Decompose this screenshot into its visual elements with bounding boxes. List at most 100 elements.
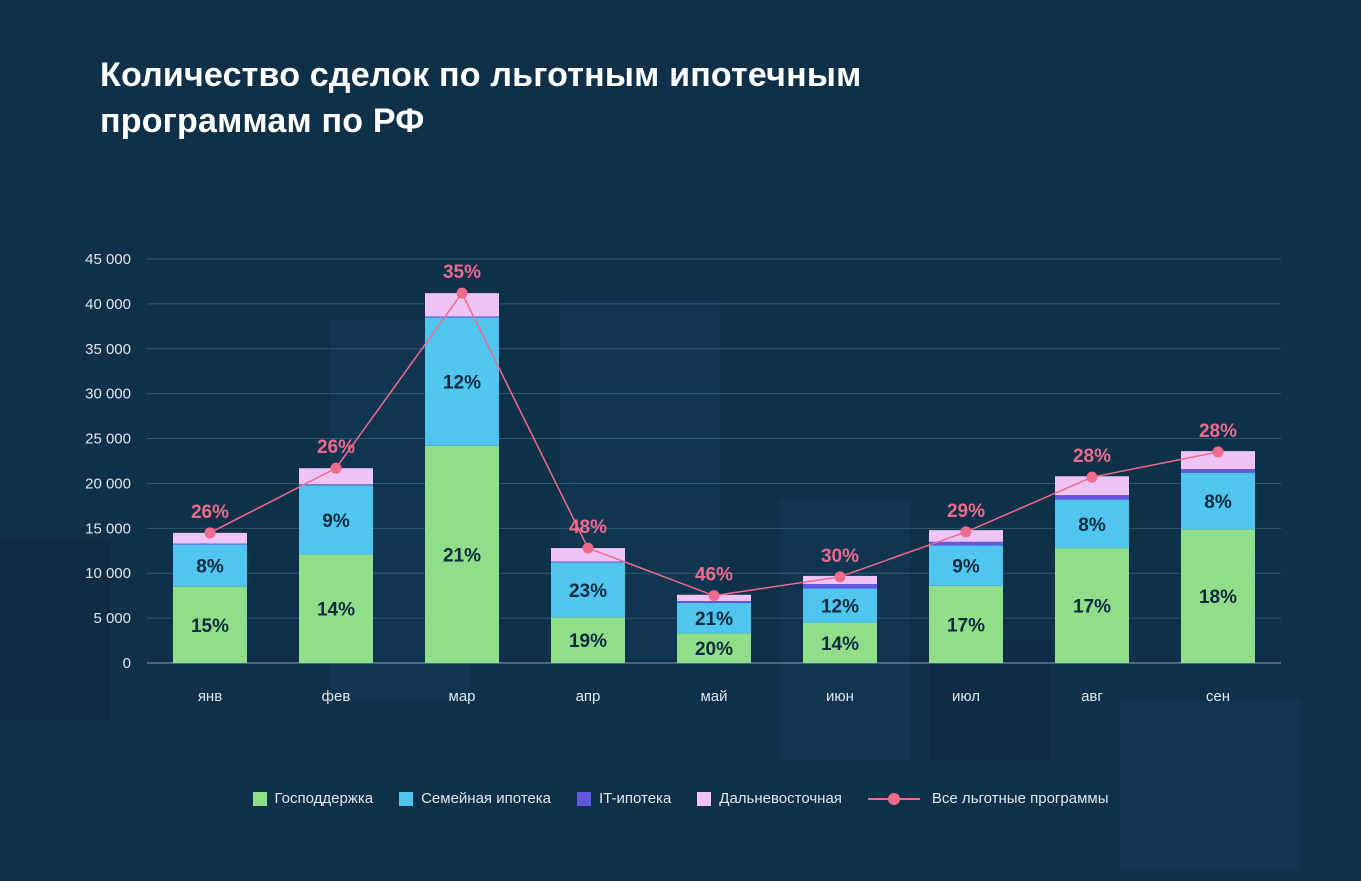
total-line-data-label: 26% bbox=[191, 502, 229, 523]
chart-title-line-1: Количество сделок по льготным ипотечным bbox=[100, 56, 862, 94]
legend: Господдержка Семейная ипотека IT-ипотека Да… bbox=[0, 790, 1361, 807]
total-line-data-label: 46% bbox=[695, 565, 733, 586]
background-block bbox=[1120, 700, 1300, 870]
bar-segment-family bbox=[299, 485, 373, 555]
legend-item: Все льготные программы bbox=[867, 790, 1109, 807]
legend-label: Семейная ипотека bbox=[421, 790, 551, 807]
bar-segment-it bbox=[425, 316, 499, 318]
x-axis-tick-labels: янв фев мар апр май июн июл авг сен bbox=[198, 688, 1230, 705]
total-line-point bbox=[960, 526, 972, 538]
y-tick-label: 45 000 bbox=[85, 251, 131, 268]
bar-segment-it bbox=[299, 484, 373, 486]
total-line-data-label: 29% bbox=[947, 501, 985, 522]
legend-label: Все льготные программы bbox=[931, 790, 1109, 807]
total-line-point bbox=[1086, 471, 1098, 483]
x-tick-label: янв bbox=[198, 688, 222, 705]
bar-data-label: 21% bbox=[443, 545, 481, 566]
bar-segment-gospodderzhka bbox=[803, 622, 877, 663]
background-block bbox=[0, 540, 110, 720]
bar-data-label: 14% bbox=[317, 600, 355, 621]
bar-segment-gospodderzhka bbox=[425, 445, 499, 663]
chart-title: Количество сделок по льготным ипотечным … bbox=[100, 52, 1000, 144]
bar-data-label: 12% bbox=[821, 597, 859, 618]
y-tick-label: 5 000 bbox=[93, 610, 131, 627]
bar-segment-family bbox=[173, 544, 247, 587]
total-line-data-label: 48% bbox=[569, 517, 607, 538]
bar-data-label: 15% bbox=[191, 616, 229, 637]
y-tick-label: 25 000 bbox=[85, 431, 131, 448]
total-line-data-label: 30% bbox=[821, 546, 859, 567]
x-tick-label: авг bbox=[1081, 688, 1103, 705]
y-tick-label: 35 000 bbox=[85, 341, 131, 358]
bar-segment-gospodderzhka bbox=[677, 633, 751, 663]
bar-segment-family bbox=[677, 602, 751, 634]
x-tick-label: июл bbox=[952, 688, 980, 705]
y-tick-label: 30 000 bbox=[85, 386, 131, 403]
x-tick-label: мар bbox=[449, 688, 476, 705]
bar-data-label: 20% bbox=[695, 639, 733, 660]
y-axis-tick-labels: 0 5 000 10 000 15 000 20 000 25 000 30 000 35 0… bbox=[85, 251, 131, 672]
legend-label: Дальневосточная bbox=[719, 790, 842, 807]
bar-segment-gospodderzhka bbox=[299, 554, 373, 663]
legend-color-swatch bbox=[577, 791, 591, 806]
bar-segment-gospodderzhka bbox=[929, 585, 1003, 663]
total-line-data-label: 26% bbox=[317, 437, 355, 458]
bar-segment-gospodderzhka bbox=[1055, 548, 1129, 663]
total-line-point bbox=[834, 571, 846, 583]
legend-item: Дальневосточная bbox=[697, 790, 842, 807]
bar-data-label: 8% bbox=[1204, 492, 1232, 513]
bar-data-label: 8% bbox=[196, 557, 224, 578]
bar-segment-it bbox=[803, 583, 877, 589]
bar-segment-family bbox=[929, 545, 1003, 586]
y-tick-label: 10 000 bbox=[85, 565, 131, 582]
bar-segment-far-east bbox=[551, 548, 625, 562]
bar-segment-far-east bbox=[425, 293, 499, 317]
bar-data-label: 23% bbox=[569, 581, 607, 602]
legend-color-swatch bbox=[252, 791, 267, 806]
legend-label: Господдержка bbox=[274, 790, 374, 807]
legend-label: IT-ипотека bbox=[599, 790, 672, 807]
total-line-point bbox=[204, 527, 216, 539]
bar-segment-family bbox=[1055, 499, 1129, 549]
bar-segment-far-east bbox=[299, 468, 373, 485]
total-line-point bbox=[456, 287, 468, 299]
bar-segment-far-east bbox=[1055, 476, 1129, 496]
bar-data-label: 14% bbox=[821, 634, 859, 655]
bar-data-label: 9% bbox=[322, 511, 350, 532]
bar-segment-it bbox=[1055, 495, 1129, 500]
y-tick-label: 15 000 bbox=[85, 520, 131, 537]
total-line-point bbox=[330, 462, 342, 474]
total-line-point bbox=[582, 542, 594, 554]
x-tick-label: май bbox=[700, 688, 727, 705]
x-tick-label: фев bbox=[322, 688, 351, 705]
bars: 15% 8% 14% 9% 21% 12% 19% 23% 20% 21% 14% 12% 17% 9% 1… bbox=[173, 293, 1255, 663]
y-tick-label: 0 bbox=[123, 655, 131, 672]
bar-data-label: 9% bbox=[952, 557, 980, 578]
total-line-data-label: 28% bbox=[1199, 421, 1237, 442]
total-line-point bbox=[1212, 446, 1224, 458]
total-line-point bbox=[708, 590, 720, 602]
legend-item: IT-ипотека bbox=[577, 790, 671, 807]
y-tick-label: 40 000 bbox=[85, 296, 131, 313]
bar-segment-it bbox=[677, 601, 751, 603]
bar-data-label: 17% bbox=[947, 615, 985, 636]
bar-segment-it bbox=[551, 561, 625, 563]
bar-data-label: 8% bbox=[1078, 515, 1106, 536]
bar-data-label: 12% bbox=[443, 373, 481, 394]
bar-segment-it bbox=[1181, 469, 1255, 473]
legend-color-swatch bbox=[399, 791, 414, 806]
bar-segment-family bbox=[803, 588, 877, 623]
bar-segment-family bbox=[425, 317, 499, 446]
bar-data-label: 18% bbox=[1199, 587, 1237, 608]
bar-segment-family bbox=[1181, 472, 1255, 530]
bar-segment-family bbox=[551, 562, 625, 618]
total-line-data-label: 35% bbox=[443, 262, 481, 283]
x-tick-label: апр bbox=[576, 688, 601, 705]
total-line-data-label: 28% bbox=[1073, 446, 1111, 467]
y-tick-label: 20 000 bbox=[85, 475, 131, 492]
bar-segment-gospodderzhka bbox=[551, 617, 625, 663]
legend-item: Господдержка bbox=[252, 790, 374, 807]
x-tick-label: сен bbox=[1206, 688, 1230, 705]
x-tick-label: июн bbox=[826, 688, 854, 705]
